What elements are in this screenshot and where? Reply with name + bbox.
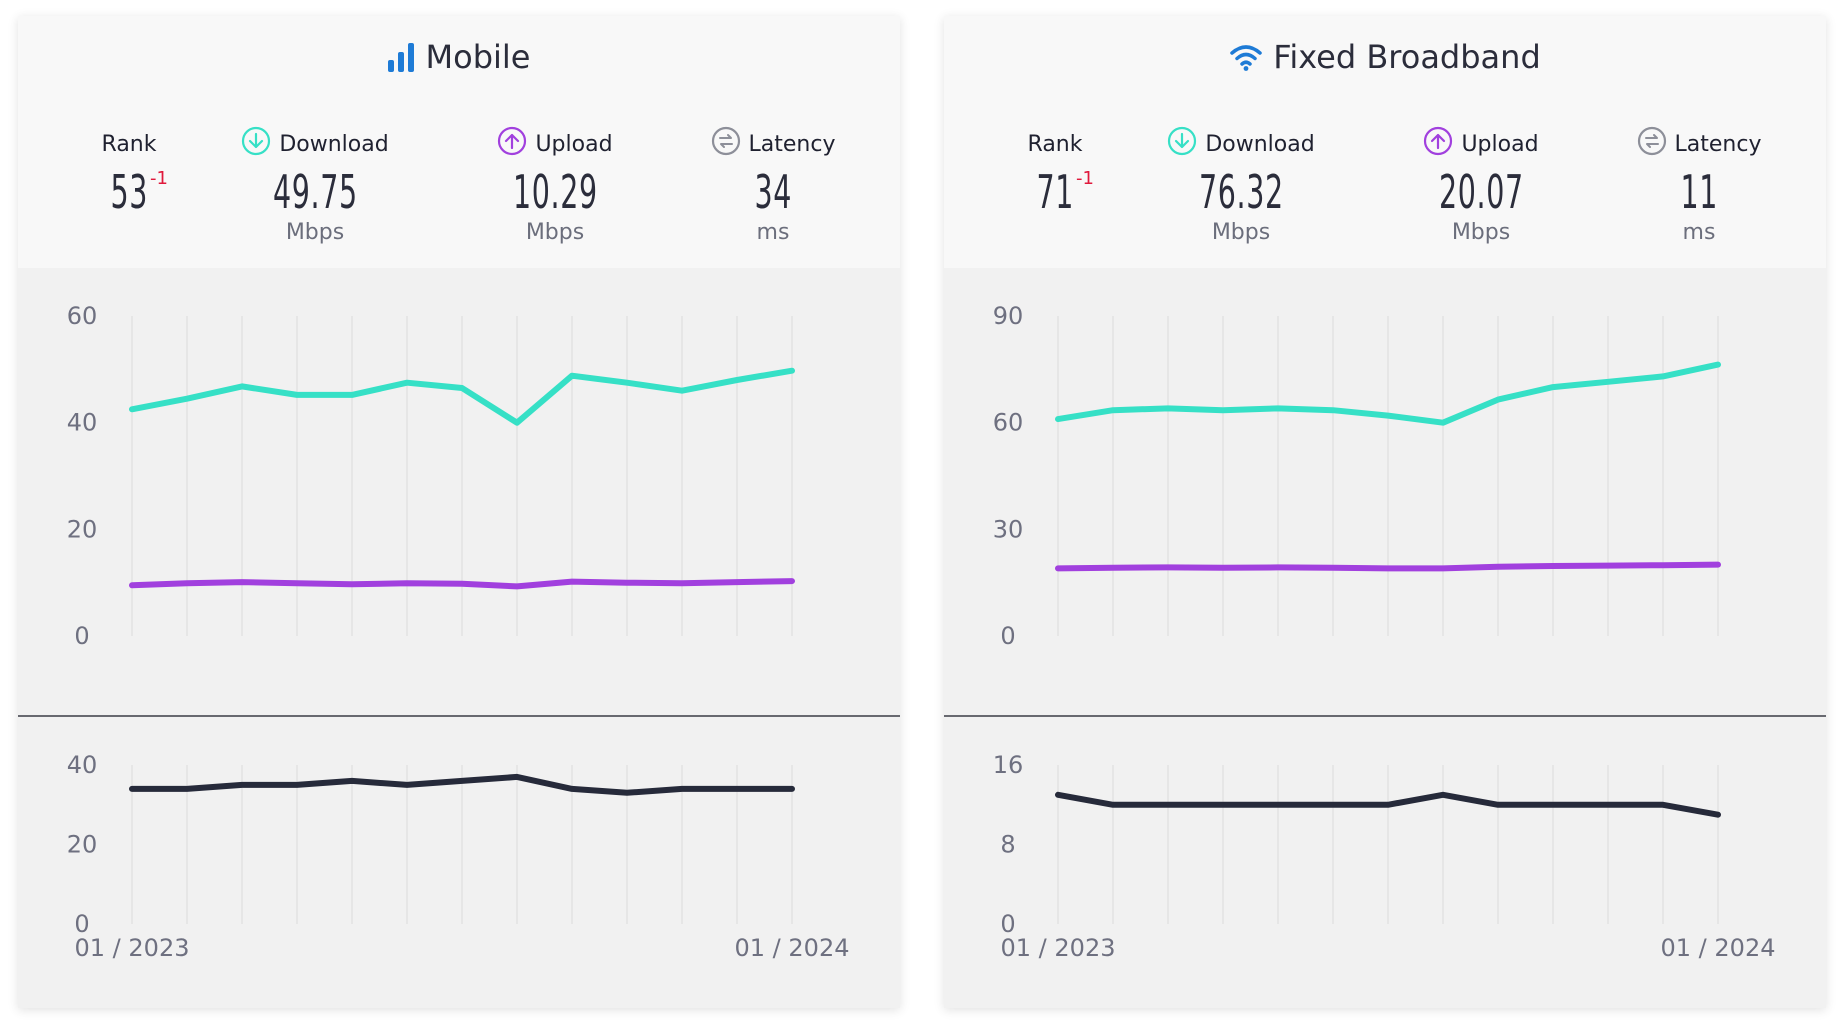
download-icon bbox=[241, 126, 271, 162]
mobile-title: Mobile bbox=[18, 38, 900, 76]
fixed-broadband-chart: 0 30 60 90 0 8 16 01 / 2023 01 / 2024 bbox=[944, 302, 1826, 962]
download-stat: Download 76.32 Mbps bbox=[1156, 126, 1326, 245]
rank-value: 53 bbox=[110, 165, 148, 219]
latency-icon bbox=[711, 126, 741, 162]
mobile-stats: Rank 53 -1 Download 49.75 Mbps bbox=[18, 126, 900, 266]
mobile-header: Mobile Rank 53 -1 Download 49.75 Mbps bbox=[18, 16, 900, 268]
wifi-icon bbox=[1229, 43, 1263, 71]
download-label: Download bbox=[1205, 131, 1315, 157]
speed-series-upload-line bbox=[1055, 561, 1721, 572]
upload-value: 10.29 bbox=[512, 165, 598, 219]
speed-ytick-label: 90 bbox=[993, 302, 1024, 330]
latency-label: Latency bbox=[1674, 131, 1762, 157]
mobile-chart: 0 20 40 60 0 20 40 01 / 2023 01 / 2024 bbox=[18, 302, 900, 962]
speed-ytick-label: 60 bbox=[993, 409, 1024, 437]
latency-ytick-label: 0 bbox=[74, 910, 89, 938]
x-start-label: 01 / 2023 bbox=[1001, 934, 1116, 962]
fixed-title-text: Fixed Broadband bbox=[1273, 38, 1541, 76]
download-unit: Mbps bbox=[1211, 220, 1271, 245]
latency-ytick-label: 0 bbox=[1000, 910, 1015, 938]
upload-unit: Mbps bbox=[1451, 220, 1511, 245]
speed-ytick-label: 0 bbox=[74, 622, 89, 650]
latency-ytick-label: 20 bbox=[67, 831, 98, 859]
rank-label: Rank bbox=[101, 131, 157, 157]
download-label: Download bbox=[279, 131, 389, 157]
latency-icon bbox=[1637, 126, 1667, 162]
latency-ytick-label: 8 bbox=[1000, 831, 1015, 859]
signal-bars-icon bbox=[387, 42, 416, 72]
rank-change: -1 bbox=[150, 168, 168, 189]
upload-label: Upload bbox=[535, 131, 613, 157]
latency-series-latency-line bbox=[1055, 791, 1721, 818]
fixed-header: Fixed Broadband Rank 71 -1 Download 76.3… bbox=[944, 16, 1826, 268]
fixed-broadband-panel: Fixed Broadband Rank 71 -1 Download 76.3… bbox=[944, 16, 1826, 1008]
latency-unit: ms bbox=[756, 220, 790, 245]
rank-label: Rank bbox=[1027, 131, 1083, 157]
upload-stat: Upload 20.07 Mbps bbox=[1406, 126, 1556, 245]
rank-stat: Rank 71 bbox=[990, 126, 1120, 220]
speed-ytick-label: 0 bbox=[1000, 622, 1015, 650]
speed-ytick-label: 20 bbox=[67, 515, 98, 543]
upload-stat: Upload 10.29 Mbps bbox=[480, 126, 630, 245]
latency-stat: Latency 34 ms bbox=[698, 126, 848, 245]
latency-value: 11 bbox=[1680, 165, 1718, 219]
speed-ytick-label: 60 bbox=[67, 302, 98, 330]
latency-label: Latency bbox=[748, 131, 836, 157]
upload-value: 20.07 bbox=[1438, 165, 1524, 219]
mobile-title-text: Mobile bbox=[425, 38, 531, 76]
x-start-label: 01 / 2023 bbox=[75, 934, 190, 962]
download-value: 49.75 bbox=[272, 165, 358, 219]
download-stat: Download 49.75 Mbps bbox=[230, 126, 400, 245]
rank-stat: Rank 53 bbox=[64, 126, 194, 220]
download-value: 76.32 bbox=[1198, 165, 1284, 219]
upload-unit: Mbps bbox=[525, 220, 585, 245]
latency-unit: ms bbox=[1682, 220, 1716, 245]
speed-series-download-line bbox=[1055, 361, 1721, 426]
x-end-label: 01 / 2024 bbox=[735, 934, 850, 962]
rank-value: 71 bbox=[1036, 165, 1074, 219]
latency-ytick-label: 40 bbox=[67, 751, 98, 779]
latency-stat: Latency 11 ms bbox=[1624, 126, 1774, 245]
latency-value: 34 bbox=[754, 165, 792, 219]
upload-label: Upload bbox=[1461, 131, 1539, 157]
download-icon bbox=[1167, 126, 1197, 162]
fixed-stats: Rank 71 -1 Download 76.32 Mbps bbox=[944, 126, 1826, 266]
latency-series-latency-line bbox=[129, 773, 795, 796]
download-unit: Mbps bbox=[285, 220, 345, 245]
x-end-label: 01 / 2024 bbox=[1661, 934, 1776, 962]
upload-icon bbox=[497, 126, 527, 162]
speed-ytick-label: 30 bbox=[993, 515, 1024, 543]
mobile-panel: Mobile Rank 53 -1 Download 49.75 Mbps bbox=[18, 16, 900, 1008]
fixed-title: Fixed Broadband bbox=[944, 38, 1826, 76]
rank-change: -1 bbox=[1076, 168, 1094, 189]
speed-series-upload-line bbox=[129, 578, 795, 590]
latency-ytick-label: 16 bbox=[993, 751, 1024, 779]
speed-series-download-line bbox=[129, 367, 795, 426]
speed-ytick-label: 40 bbox=[67, 409, 98, 437]
upload-icon bbox=[1423, 126, 1453, 162]
